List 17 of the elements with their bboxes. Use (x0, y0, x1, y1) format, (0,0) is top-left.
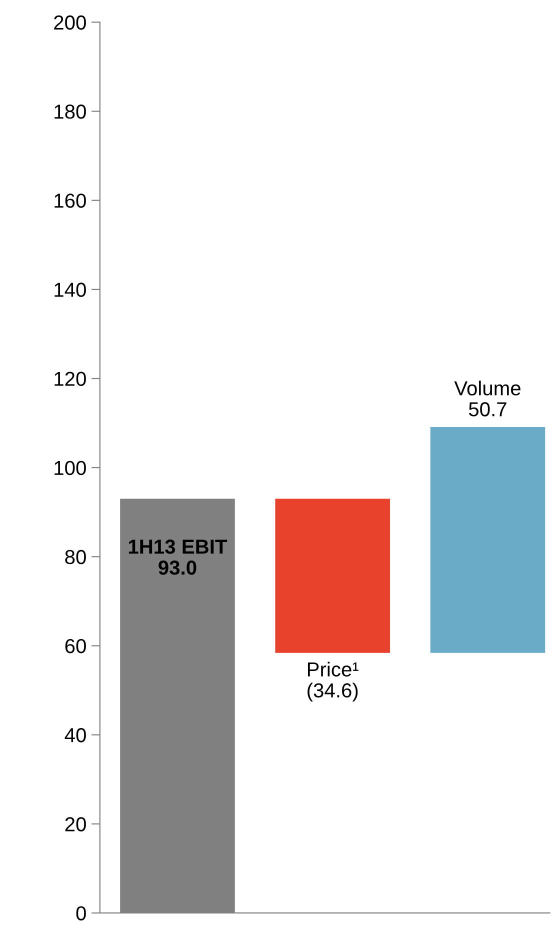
y-tick-label: 140 (54, 282, 86, 297)
y-tick-label: 40 (64, 728, 86, 742)
y-tick-label: 80 (65, 550, 86, 564)
y-tick-label: 160 (54, 194, 86, 208)
x-tick-label: Volume (454, 380, 520, 396)
data-label: 50.7 (468, 402, 506, 416)
y-tick-label: 60 (65, 638, 86, 654)
y-tick-label: 120 (54, 372, 86, 386)
x-tick-label: Price¹ (308, 662, 358, 677)
y-tick-label: 180 (54, 104, 86, 119)
data-label: (34.6) (308, 682, 358, 702)
y-tick-label: 100 (54, 460, 86, 476)
y-tick-label: 20 (65, 817, 86, 832)
x-tick-label: 1H13 EBIT (128, 540, 228, 554)
data-label: 93.0 (158, 560, 196, 575)
y-tick-label: 0 (76, 906, 86, 920)
y-tick-label: 200 (54, 15, 86, 30)
